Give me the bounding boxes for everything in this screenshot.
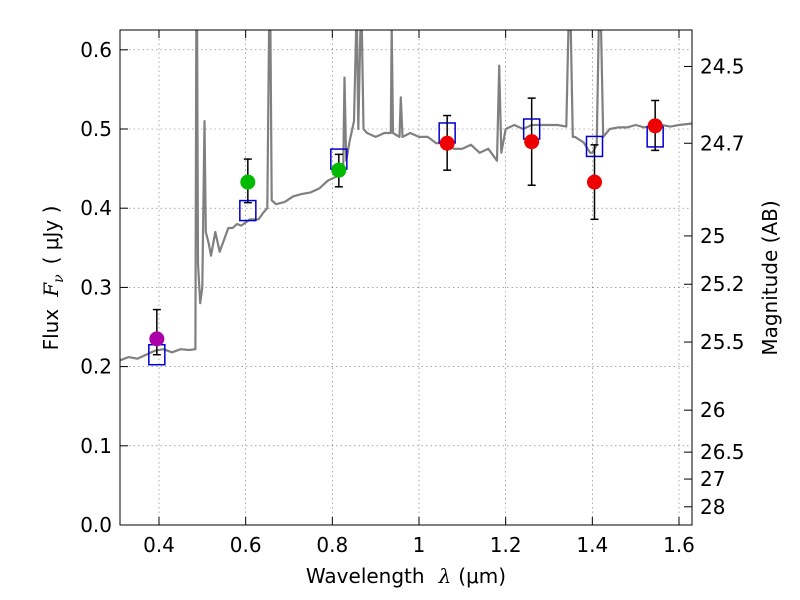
- model-box-1: [239, 199, 257, 222]
- y-axis-title-var: F: [39, 282, 63, 298]
- y-axis-title-sub: ν: [51, 274, 67, 283]
- y-axis-title: Flux Fν ( μJy ): [39, 206, 67, 351]
- mag-tick-label-3: 25.2: [700, 272, 745, 296]
- y-tick-label-6: 0.6: [80, 38, 112, 62]
- y-tick-label-0: 0.0: [80, 513, 112, 537]
- observed-point-layer: [149, 118, 663, 347]
- y-tick-label-1: 0.1: [80, 434, 112, 458]
- mag-tick-label-5: 26: [700, 398, 725, 422]
- mag-tick-label-8: 28: [700, 495, 725, 519]
- x-axis-ticks: 0.4 0.6 0.8 1 1.2 1.4 1.6: [143, 30, 695, 557]
- plot-frame: [119, 29, 693, 526]
- x-tick-label-4: 1.2: [490, 533, 522, 557]
- y-axis-title-unit: ( μJy ): [39, 206, 63, 265]
- magnitude-axis-ticks: 24.5 24.7 25 25.2 25.5 26 26.5 27 28: [684, 54, 745, 519]
- mag-tick-label-6: 26.5: [700, 440, 745, 464]
- observed-point-4: [524, 134, 540, 150]
- plot-area: [120, 30, 692, 366]
- observed-point-6: [647, 118, 663, 134]
- y-axis-title-prefix: Flux: [39, 309, 63, 351]
- observed-point-5: [587, 174, 602, 190]
- y-tick-label-5: 0.5: [80, 117, 112, 141]
- y2-axis-title: Magnitude (AB): [758, 200, 782, 355]
- observed-point-1: [240, 174, 256, 190]
- grid-layer: [120, 30, 692, 526]
- x-axis-title-prefix: Wavelength: [306, 564, 425, 588]
- x-tick-label-2: 0.8: [316, 533, 348, 557]
- x-axis-title: Wavelength λ (μm): [306, 564, 506, 588]
- template-spectrum-line: [120, 30, 692, 362]
- errorbar-layer: [152, 97, 660, 356]
- y-tick-label-2: 0.2: [80, 355, 112, 379]
- mag-tick-label-2: 25: [700, 224, 725, 248]
- observed-point-0: [149, 331, 165, 347]
- observed-point-3: [439, 135, 455, 151]
- y-tick-label-3: 0.3: [80, 275, 112, 299]
- x-tick-label-3: 1: [413, 533, 426, 557]
- x-tick-label-5: 1.4: [576, 533, 608, 557]
- model-box-layer: [148, 118, 664, 366]
- model-box-5: [585, 135, 604, 158]
- y-tick-label-4: 0.4: [80, 196, 112, 220]
- x-tick-label-6: 1.6: [663, 533, 695, 557]
- mag-tick-label-4: 25.5: [700, 330, 745, 354]
- x-axis-title-var: λ: [438, 564, 452, 588]
- x-tick-label-0: 0.4: [143, 533, 175, 557]
- x-tick-label-1: 0.6: [230, 533, 262, 557]
- x-axis-title-unit: (μm): [458, 564, 506, 588]
- observed-point-2: [331, 162, 347, 178]
- y-axis-ticks: 0.0 0.1 0.2 0.3 0.4 0.5 0.6: [80, 38, 128, 537]
- mag-tick-label-0: 24.5: [700, 54, 745, 78]
- mag-tick-label-7: 27: [700, 467, 725, 491]
- mag-tick-label-1: 24.7: [700, 131, 745, 155]
